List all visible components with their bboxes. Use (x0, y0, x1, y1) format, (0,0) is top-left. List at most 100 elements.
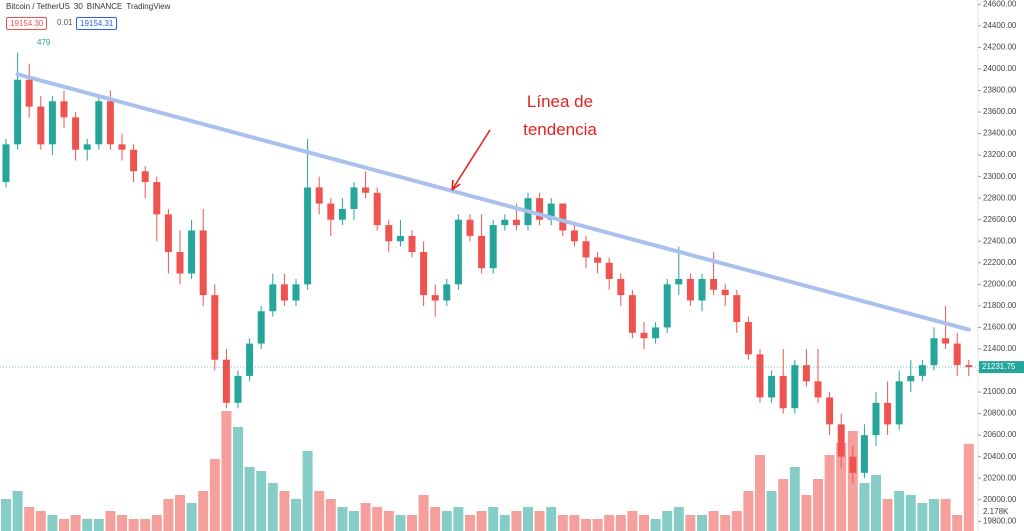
candle-body (594, 257, 602, 263)
volume-bar (267, 483, 278, 531)
volume-bar (82, 519, 93, 531)
source: TradingView (126, 2, 171, 11)
volume-bar (383, 511, 394, 531)
volume-bar (453, 507, 464, 531)
volume-bar (836, 443, 847, 531)
candle-body (686, 278, 694, 301)
candle-body (25, 79, 33, 107)
volume-bar (650, 519, 661, 531)
annotation: Línea de tendencia (523, 92, 597, 139)
candle-body (814, 381, 822, 398)
volume-bar (233, 427, 243, 531)
volume-bar (813, 479, 823, 531)
volume-bar (349, 511, 359, 531)
candle-body (663, 284, 671, 328)
ask[interactable]: 19154.31 (76, 17, 118, 30)
candle-body (930, 338, 938, 366)
candle-body (95, 101, 103, 145)
candle-body (304, 187, 312, 285)
y-tick-label: 22400.00 (983, 236, 1017, 245)
bid[interactable]: 19154.30 (6, 17, 48, 30)
volume-bar (511, 511, 522, 531)
volume-bar (499, 515, 510, 531)
candle-body (918, 365, 926, 376)
candle-body (582, 241, 590, 258)
candle-body (849, 456, 857, 473)
candle-body (721, 289, 729, 296)
candle-body (965, 365, 973, 368)
volume-layer (1, 411, 974, 531)
trend-line (15, 72, 971, 332)
y-tick-label: 22200.00 (983, 258, 1017, 267)
candle-body (698, 278, 706, 301)
candle-body (37, 106, 45, 145)
candle-body (802, 365, 810, 382)
volume-bar (952, 515, 963, 531)
y-tick-label: 24400.00 (983, 21, 1017, 30)
candle-body (559, 203, 567, 231)
volume-bar (615, 515, 626, 531)
candle-body (396, 235, 404, 242)
volume-bar (325, 499, 336, 531)
volume-bar (12, 491, 23, 531)
volume-bar (128, 519, 139, 531)
candle-body (837, 424, 845, 457)
volume-bar (581, 519, 591, 531)
volume-bar (534, 511, 545, 531)
candle-body (118, 144, 126, 150)
candle-body (130, 149, 138, 172)
volume-bar (70, 515, 81, 531)
exchange: BINANCE (86, 2, 123, 11)
volume-bar (221, 411, 232, 531)
volume-bar (372, 507, 383, 531)
y-tick-label: 20600.00 (983, 430, 1017, 439)
candle-body (315, 187, 323, 204)
candle-body (466, 219, 474, 236)
volume-bar (859, 483, 870, 531)
volume-bar (604, 515, 615, 531)
candle-body (408, 235, 416, 253)
volume-bar (140, 519, 151, 531)
candle-body (733, 295, 741, 323)
volume-bar (697, 515, 707, 531)
volume-bar (314, 491, 325, 531)
count: 479 (37, 38, 51, 47)
y-tick-label: 23800.00 (983, 86, 1017, 95)
y-tick-label: 22800.00 (983, 193, 1017, 202)
volume-bar (940, 499, 951, 531)
volume-bar (963, 443, 974, 531)
volume-bar (720, 515, 731, 531)
volume-bar (35, 511, 46, 531)
y-tick-label: 24000.00 (983, 64, 1017, 73)
candle-body (710, 278, 718, 290)
candle-body (141, 171, 149, 183)
candle-body (153, 182, 161, 215)
candle-body (570, 230, 578, 242)
symbol: Bitcoin / TetherUS (6, 2, 70, 11)
volume-bar (186, 503, 197, 531)
y-tick-label: 23000.00 (983, 172, 1017, 181)
volume-bar (24, 507, 35, 531)
volume-bar (917, 503, 928, 531)
y-tick-label: 23400.00 (983, 129, 1017, 138)
y-tick-label: 21800.00 (983, 301, 1017, 310)
volume-bar (291, 499, 301, 531)
candle-body (907, 375, 915, 382)
candle-body (454, 219, 462, 285)
volume-bar (523, 507, 533, 531)
candle-body (292, 284, 300, 301)
candle-body (327, 203, 335, 220)
candle-body (501, 219, 509, 226)
volume-bar (557, 515, 568, 531)
volume-bar (1, 499, 11, 531)
y-tick-label: 22600.00 (983, 215, 1017, 224)
volume-bar (905, 495, 916, 531)
candle-body (791, 365, 799, 409)
y-tick-label: 21400.00 (983, 344, 1017, 353)
volume-bar (47, 515, 58, 531)
interval: 30 (73, 2, 83, 11)
candle-body (222, 359, 230, 403)
candle-body (2, 144, 10, 183)
volume-bar (209, 459, 220, 531)
